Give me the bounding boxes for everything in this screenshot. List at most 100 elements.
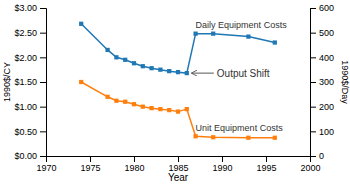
tick-line [90, 156, 91, 162]
point [149, 106, 153, 110]
point [211, 32, 215, 36]
plot-area [79, 22, 277, 140]
tick: 1985 [168, 156, 188, 173]
point [273, 136, 277, 140]
tick-label: 100 [319, 127, 334, 137]
series-line [81, 24, 275, 73]
tick-line [310, 82, 316, 83]
y-axis: $0.00 $0.50 $1.00 $1.50 $2.00 $2.50 $3.00 [14, 3, 46, 161]
tick-label: 1990 [212, 163, 232, 173]
point [193, 32, 197, 36]
tick-line [310, 156, 316, 157]
annotation: Output Shift [217, 68, 270, 79]
tick-line [134, 156, 135, 162]
tick-label: 200 [319, 102, 334, 112]
y2-axis-title: 1990$/Day [340, 60, 350, 104]
tick-label: 1970 [36, 163, 56, 173]
point [176, 70, 180, 74]
point [246, 34, 250, 38]
annotation-arrow [192, 73, 214, 74]
tick: $2.50 [14, 28, 46, 38]
tick: 1990 [212, 156, 232, 173]
tick: $1.00 [14, 102, 46, 112]
point [193, 134, 197, 138]
x-axis: 1970 1975 1980 1985 1990 1995 2000 [36, 156, 320, 173]
tick-label: $3.00 [14, 3, 37, 13]
tick: $2.00 [14, 53, 46, 63]
point [246, 136, 250, 140]
point [79, 22, 83, 26]
tick: 1995 [256, 156, 276, 173]
tick: 2000 [300, 156, 320, 173]
point [123, 100, 127, 104]
tick-label: 0 [319, 151, 324, 161]
x-axis-title: Year [168, 172, 189, 183]
point [273, 40, 277, 44]
point [176, 109, 180, 113]
axis-line [40, 9, 47, 157]
tick-label: $0.00 [14, 151, 37, 161]
tick-line [310, 33, 316, 34]
tick: 100 [310, 127, 334, 137]
axis-line [47, 157, 311, 163]
tick-line [310, 131, 316, 132]
tick-label: 1980 [124, 163, 144, 173]
tick-label: 400 [319, 53, 334, 63]
point [114, 55, 118, 59]
axis-line [311, 9, 317, 157]
point [158, 107, 162, 111]
tick-line [40, 33, 46, 34]
tick: $0.50 [14, 127, 46, 137]
tick-label: $1.00 [14, 102, 37, 112]
tick: $3.00 [14, 3, 46, 13]
tick-label: $0.50 [14, 127, 37, 137]
point [141, 64, 145, 68]
point [132, 102, 136, 106]
tick-line [222, 156, 223, 162]
tick-line [40, 131, 46, 132]
y-axis-title: 1990$/CY [2, 62, 12, 102]
point [158, 68, 162, 72]
tick: 600 [310, 3, 334, 13]
tick-line [178, 156, 179, 162]
tick-label: 300 [319, 77, 334, 87]
tick: $0.00 [14, 151, 46, 161]
tick-label: 500 [319, 28, 334, 38]
point [141, 105, 145, 109]
chart: 1970197519801985199019952000$0.00$0.50$1… [0, 0, 350, 184]
tick-label: 2000 [300, 163, 320, 173]
point [105, 48, 109, 52]
point [167, 108, 171, 112]
tick-label: $2.50 [14, 28, 37, 38]
point [185, 107, 189, 111]
point [79, 80, 83, 84]
tick: 400 [310, 53, 334, 63]
point [123, 58, 127, 62]
tick: 1975 [80, 156, 100, 173]
point [185, 71, 189, 75]
annotation: Daily Equipment Costs [196, 20, 288, 30]
tick: 300 [310, 77, 334, 87]
point [105, 95, 109, 99]
tick-label: 1975 [80, 163, 100, 173]
point [167, 69, 171, 73]
tick-line [266, 156, 267, 162]
tick: 1980 [124, 156, 144, 173]
point [132, 61, 136, 65]
tick-line [40, 82, 46, 83]
tick-line [40, 57, 46, 58]
tick-label: 1995 [256, 163, 276, 173]
tick-line [310, 107, 316, 108]
tick: 500 [310, 28, 334, 38]
tick-line [310, 8, 316, 9]
annotations: Daily Equipment Costs Unit Equipment Cost… [192, 20, 287, 134]
tick: $1.50 [14, 77, 46, 87]
tick: 0 [310, 151, 324, 161]
tick-line [40, 156, 46, 157]
annotation: Unit Equipment Costs [196, 123, 284, 133]
tick-label: 600 [319, 3, 334, 13]
y2-axis: 0 100 200 300 400 500 600 [310, 3, 334, 161]
point [211, 135, 215, 139]
tick: 1970 [36, 156, 56, 173]
tick-label: $1.50 [14, 77, 37, 87]
